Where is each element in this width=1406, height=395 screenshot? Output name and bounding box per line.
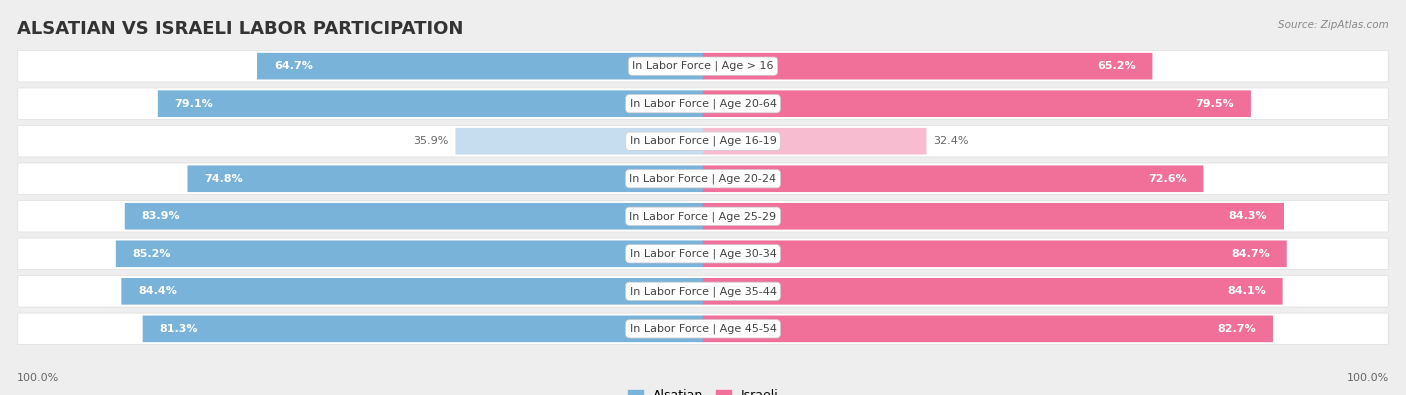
- FancyBboxPatch shape: [703, 166, 1204, 192]
- FancyBboxPatch shape: [703, 128, 927, 154]
- FancyBboxPatch shape: [125, 203, 703, 229]
- FancyBboxPatch shape: [18, 201, 1388, 232]
- Text: In Labor Force | Age 20-64: In Labor Force | Age 20-64: [630, 98, 776, 109]
- Text: 81.3%: 81.3%: [159, 324, 198, 334]
- Text: Source: ZipAtlas.com: Source: ZipAtlas.com: [1278, 20, 1389, 30]
- Text: 64.7%: 64.7%: [274, 61, 312, 71]
- Text: In Labor Force | Age 30-34: In Labor Force | Age 30-34: [630, 248, 776, 259]
- Text: In Labor Force | Age 45-54: In Labor Force | Age 45-54: [630, 324, 776, 334]
- Text: 83.9%: 83.9%: [142, 211, 180, 221]
- FancyBboxPatch shape: [703, 53, 1153, 79]
- FancyBboxPatch shape: [121, 278, 703, 305]
- Text: 79.5%: 79.5%: [1195, 99, 1234, 109]
- Text: 65.2%: 65.2%: [1097, 61, 1136, 71]
- Text: 100.0%: 100.0%: [17, 373, 59, 383]
- Text: 84.7%: 84.7%: [1232, 249, 1270, 259]
- FancyBboxPatch shape: [187, 166, 703, 192]
- Text: 84.1%: 84.1%: [1227, 286, 1265, 296]
- Text: In Labor Force | Age 16-19: In Labor Force | Age 16-19: [630, 136, 776, 147]
- FancyBboxPatch shape: [703, 241, 1286, 267]
- FancyBboxPatch shape: [703, 316, 1272, 342]
- FancyBboxPatch shape: [142, 316, 703, 342]
- Text: 72.6%: 72.6%: [1147, 174, 1187, 184]
- Legend: Alsatian, Israeli: Alsatian, Israeli: [623, 384, 783, 395]
- Text: 84.3%: 84.3%: [1229, 211, 1267, 221]
- FancyBboxPatch shape: [157, 90, 703, 117]
- Text: 82.7%: 82.7%: [1218, 324, 1256, 334]
- FancyBboxPatch shape: [703, 203, 1284, 229]
- Text: In Labor Force | Age 25-29: In Labor Force | Age 25-29: [630, 211, 776, 222]
- Text: 74.8%: 74.8%: [204, 174, 243, 184]
- FancyBboxPatch shape: [115, 241, 703, 267]
- Text: In Labor Force | Age > 16: In Labor Force | Age > 16: [633, 61, 773, 71]
- FancyBboxPatch shape: [18, 238, 1388, 269]
- FancyBboxPatch shape: [703, 278, 1282, 305]
- FancyBboxPatch shape: [18, 276, 1388, 307]
- FancyBboxPatch shape: [18, 51, 1388, 82]
- FancyBboxPatch shape: [257, 53, 703, 79]
- Text: 100.0%: 100.0%: [1347, 373, 1389, 383]
- Text: In Labor Force | Age 20-24: In Labor Force | Age 20-24: [630, 173, 776, 184]
- FancyBboxPatch shape: [18, 313, 1388, 344]
- FancyBboxPatch shape: [456, 128, 703, 154]
- Text: ALSATIAN VS ISRAELI LABOR PARTICIPATION: ALSATIAN VS ISRAELI LABOR PARTICIPATION: [17, 20, 463, 38]
- Text: 35.9%: 35.9%: [413, 136, 449, 146]
- FancyBboxPatch shape: [18, 163, 1388, 194]
- Text: 85.2%: 85.2%: [132, 249, 172, 259]
- Text: 84.4%: 84.4%: [138, 286, 177, 296]
- Text: In Labor Force | Age 35-44: In Labor Force | Age 35-44: [630, 286, 776, 297]
- Text: 32.4%: 32.4%: [934, 136, 969, 146]
- FancyBboxPatch shape: [18, 88, 1388, 119]
- Text: 79.1%: 79.1%: [174, 99, 214, 109]
- FancyBboxPatch shape: [18, 126, 1388, 157]
- FancyBboxPatch shape: [703, 90, 1251, 117]
